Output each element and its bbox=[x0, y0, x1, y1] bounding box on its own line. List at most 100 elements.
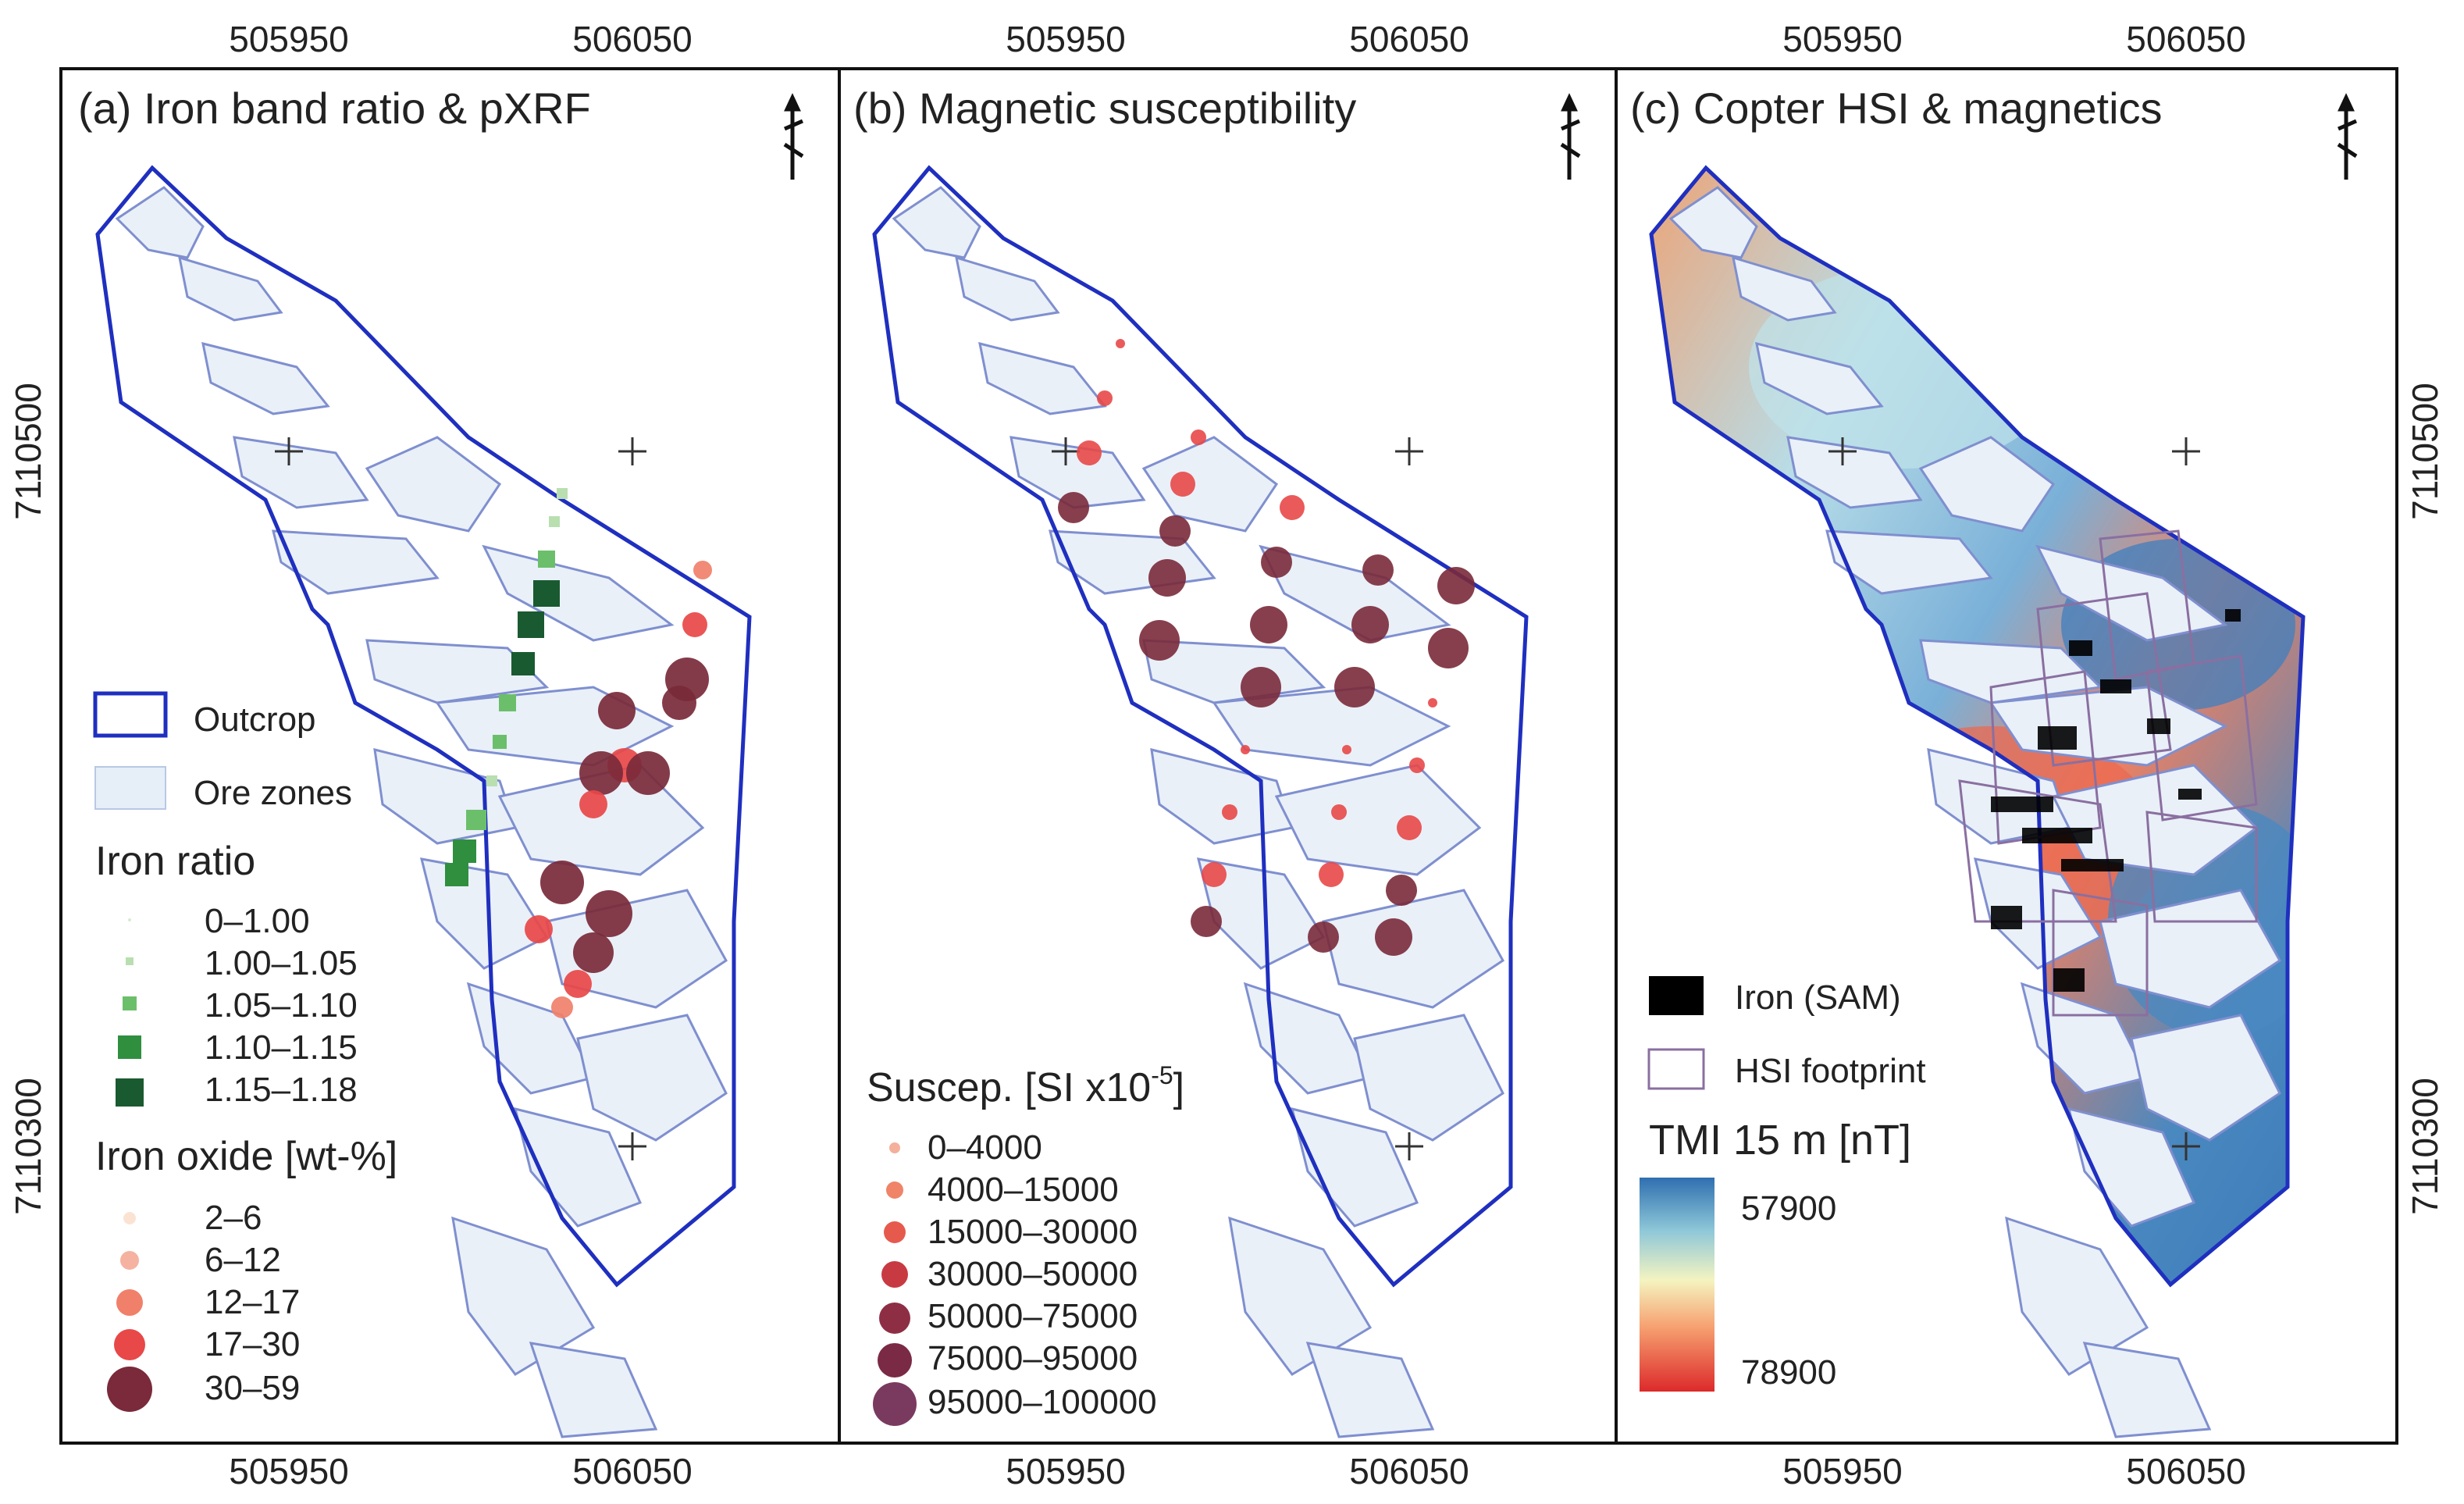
suscep-point bbox=[1170, 472, 1195, 497]
y-tick-right-2: 7110300 bbox=[2405, 1078, 2445, 1215]
iron-oxide-class-5: 30–59 bbox=[205, 1369, 300, 1407]
suscep-point bbox=[1280, 495, 1305, 520]
x-tick-top-b1: 505950 bbox=[1006, 19, 1126, 59]
iron-oxide-point bbox=[573, 932, 614, 973]
map-panel-c bbox=[1632, 93, 2358, 1438]
iron-oxide-point bbox=[682, 612, 707, 637]
grid-cross bbox=[2172, 1132, 2200, 1160]
iron-ratio-class-4: 1.10–1.15 bbox=[205, 1028, 358, 1067]
suscep-point bbox=[1058, 492, 1089, 523]
iron-ratio-point bbox=[557, 488, 568, 499]
suscep-point bbox=[1428, 698, 1437, 707]
map-panel-b bbox=[874, 93, 1581, 1438]
suscep-point bbox=[1409, 757, 1425, 773]
ore-zone bbox=[373, 748, 517, 845]
suscep-class-2: 4000–15000 bbox=[928, 1171, 1119, 1209]
legend-hsi-label: HSI footprint bbox=[1735, 1052, 1926, 1090]
panel-c-legend: Iron (SAM) HSI footprint TMI 15 m [nT] 5… bbox=[1640, 976, 1926, 1392]
suscep-point bbox=[1351, 606, 1389, 643]
y-tick-right-1: 7110500 bbox=[2405, 383, 2445, 520]
iron-oxide-point bbox=[540, 861, 584, 904]
ore-zone bbox=[529, 1342, 658, 1438]
iron-sam-pixels bbox=[2061, 859, 2124, 871]
iron-ratio-class-1: 0–1.00 bbox=[205, 902, 310, 940]
iron-ratio-class-5: 1.15–1.18 bbox=[205, 1071, 358, 1109]
suscep-point bbox=[1334, 667, 1375, 707]
ore-zone bbox=[115, 186, 205, 259]
north-arrow-icon bbox=[783, 93, 804, 180]
legend-ore-label: Ore zones bbox=[194, 774, 352, 812]
iron-sam-pixels bbox=[2053, 968, 2085, 992]
x-tick-bottom-c2: 506050 bbox=[2126, 1451, 2246, 1492]
legend-ore-swatch bbox=[94, 766, 166, 810]
ore-zone bbox=[2051, 764, 2259, 876]
iron-oxide-point bbox=[586, 890, 632, 937]
iron-oxide-point bbox=[662, 686, 696, 720]
ore-zone bbox=[978, 341, 1107, 415]
iron-oxide-point bbox=[693, 561, 712, 579]
iron-sam-pixels bbox=[2022, 828, 2092, 843]
ore-zone bbox=[1825, 529, 1993, 595]
ore-zone bbox=[1786, 436, 1923, 509]
x-tick-top-a2: 506050 bbox=[572, 19, 693, 59]
x-tick-top-c2: 506050 bbox=[2126, 19, 2246, 59]
map-panel-a bbox=[98, 93, 804, 1438]
ore-zone bbox=[233, 436, 369, 509]
hsi-footprint bbox=[2145, 811, 2258, 923]
ore-zone bbox=[892, 186, 981, 259]
x-tick-bottom-c1: 505950 bbox=[1782, 1451, 1903, 1492]
iron-sam-pixels bbox=[2069, 640, 2092, 656]
ore-zone bbox=[1274, 764, 1482, 876]
suscep-class-1: 0–4000 bbox=[928, 1128, 1042, 1167]
grid-cross bbox=[1052, 437, 1080, 465]
suscep-symbol-3 bbox=[884, 1221, 906, 1243]
ore-zone bbox=[2082, 1342, 2212, 1438]
suscep-point bbox=[1116, 339, 1125, 348]
suscep-class-6: 75000–95000 bbox=[928, 1339, 1138, 1377]
iron-oxide-point bbox=[564, 970, 592, 998]
legend-suscep-title: Suscep. [SI x10-5] bbox=[867, 1061, 1184, 1110]
ore-zone bbox=[1353, 1014, 1504, 1142]
iron-sam-pixels bbox=[2178, 789, 2202, 800]
iron-ratio-point bbox=[538, 551, 555, 568]
suscep-point bbox=[1250, 606, 1287, 643]
grid-cross bbox=[275, 437, 303, 465]
x-tick-bottom-a2: 506050 bbox=[572, 1451, 693, 1492]
suscep-point bbox=[1428, 628, 1469, 668]
ore-zone bbox=[1668, 186, 1758, 259]
suscep-point bbox=[1148, 559, 1186, 597]
iron-oxide-class-3: 12–17 bbox=[205, 1283, 300, 1321]
north-arrow-icon bbox=[2337, 93, 2358, 180]
suscep-point bbox=[1397, 815, 1422, 840]
panel-c-title: (c) Copter HSI & magnetics bbox=[1630, 84, 2163, 133]
x-tick-bottom-b2: 506050 bbox=[1349, 1451, 1469, 1492]
suscep-point bbox=[1077, 440, 1102, 465]
x-tick-top-b2: 506050 bbox=[1349, 19, 1469, 59]
suscep-point bbox=[1241, 667, 1281, 707]
ore-zone bbox=[365, 639, 550, 704]
suscep-point bbox=[1375, 918, 1412, 956]
ore-zone bbox=[1973, 857, 2103, 970]
iron-oxide-symbol-4 bbox=[114, 1329, 145, 1360]
iron-ratio-symbol-1 bbox=[128, 918, 131, 921]
suscep-point bbox=[1319, 862, 1344, 887]
suscep-symbol-2 bbox=[886, 1181, 903, 1199]
iron-sam-pixels bbox=[1991, 906, 2022, 929]
suscep-point bbox=[1139, 620, 1180, 661]
panel-a-title: (a) Iron band ratio & pXRF bbox=[78, 84, 591, 133]
x-tick-bottom-b1: 505950 bbox=[1006, 1451, 1126, 1492]
iron-oxide-point bbox=[525, 915, 553, 943]
ore-zone bbox=[1755, 341, 1884, 415]
ore-zone bbox=[201, 341, 330, 415]
hsi-footprint bbox=[2036, 592, 2172, 767]
ore-zone bbox=[419, 857, 549, 970]
x-tick-top-c1: 505950 bbox=[1782, 19, 1903, 59]
suscep-point bbox=[1191, 429, 1206, 445]
tmi-colorbar bbox=[1640, 1178, 1714, 1392]
grid-cross bbox=[1828, 437, 1857, 465]
iron-ratio-point bbox=[493, 735, 507, 749]
ore-zone bbox=[1918, 436, 2056, 533]
iron-ratio-symbol-2 bbox=[126, 957, 134, 965]
suscep-symbol-6 bbox=[878, 1343, 912, 1377]
iron-oxide-point bbox=[579, 751, 623, 795]
